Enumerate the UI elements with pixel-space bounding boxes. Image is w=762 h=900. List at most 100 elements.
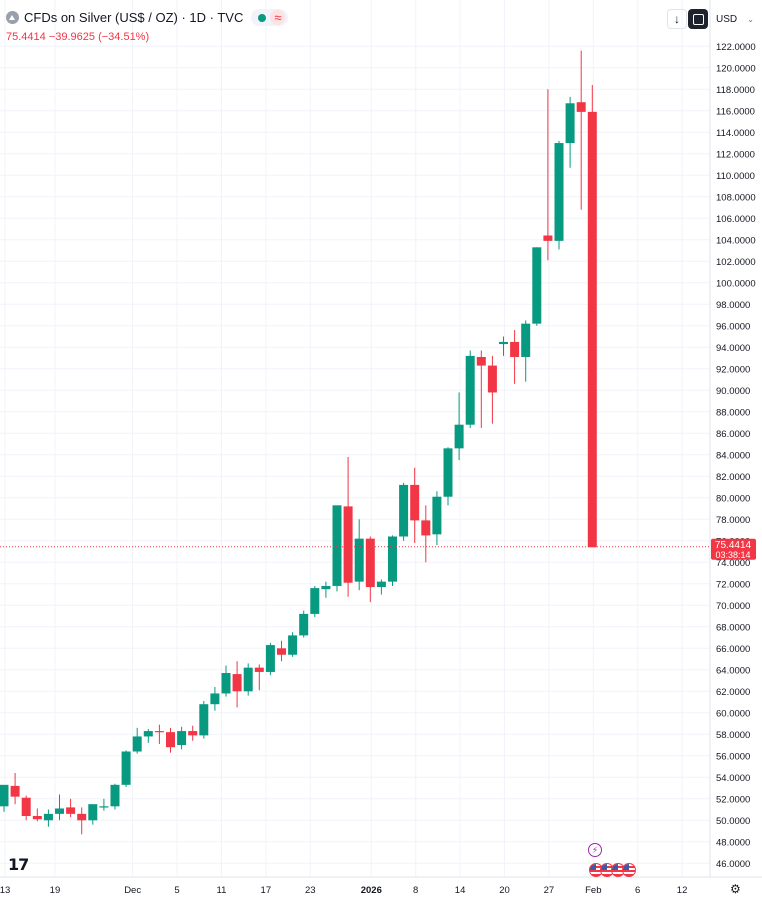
candle-body bbox=[510, 341, 520, 357]
candle-up bbox=[221, 665, 231, 697]
time-tick-label: Dec bbox=[124, 885, 141, 896]
market-status-pill[interactable]: ≈ bbox=[251, 9, 289, 26]
candle-body bbox=[299, 613, 309, 636]
candle-down bbox=[576, 50, 586, 210]
candle-body bbox=[410, 484, 420, 521]
price-tick-label: 68.0000 bbox=[716, 622, 750, 633]
price-tick-label: 116.0000 bbox=[716, 106, 755, 117]
candle-body bbox=[443, 448, 453, 497]
candle-up bbox=[243, 663, 253, 696]
time-tick-label: 19 bbox=[50, 885, 61, 896]
price-tick-label: 110.0000 bbox=[716, 171, 755, 182]
candle-body bbox=[177, 731, 187, 746]
candle-up bbox=[199, 700, 209, 739]
price-tick-label: 88.0000 bbox=[716, 407, 750, 418]
price-tick-label: 82.0000 bbox=[716, 472, 750, 483]
candle-up bbox=[376, 579, 386, 595]
symbol-title[interactable]: CFDs on Silver (US$ / OZ) · 1D · TVC bbox=[24, 10, 244, 25]
bar-countdown: 03:38:14 bbox=[715, 550, 750, 560]
candle-up bbox=[177, 726, 187, 750]
time-tick-label: 5 bbox=[174, 885, 179, 896]
candle-down bbox=[10, 773, 20, 805]
market-open-dot-icon bbox=[258, 13, 267, 22]
symbol-header[interactable]: CFDs on Silver (US$ / OZ) · 1D · TVC ≈ bbox=[6, 9, 289, 26]
silver-symbol-icon bbox=[6, 11, 19, 24]
price-tick-label: 108.0000 bbox=[716, 192, 756, 203]
last-price-tag: 75.4414 03:38:14 bbox=[711, 538, 756, 560]
time-tick-label: 13 bbox=[0, 885, 10, 896]
candle-up bbox=[99, 798, 109, 811]
candle-up bbox=[0, 784, 9, 812]
economic-events[interactable] bbox=[589, 863, 636, 877]
price-tick-label: 70.0000 bbox=[716, 601, 750, 612]
candle-up bbox=[132, 727, 142, 754]
tradingview-logo[interactable]: 17 bbox=[8, 855, 29, 874]
currency-select[interactable]: USD ⌄ bbox=[712, 9, 758, 29]
candle-down bbox=[487, 355, 497, 424]
time-axis[interactable]: 13 19 Dec 5 11 17 23 2026 8 14 20 27 Feb 6 12 bbox=[0, 885, 687, 896]
candle-body bbox=[354, 538, 364, 582]
settings-gear-icon[interactable]: ⚙ bbox=[730, 882, 741, 896]
chevron-down-icon: ⌄ bbox=[747, 14, 754, 24]
candle-body bbox=[265, 645, 275, 672]
candle-down bbox=[66, 798, 76, 818]
time-tick-label: 17 bbox=[261, 885, 272, 896]
price-tick-label: 118.0000 bbox=[716, 85, 755, 96]
candle-up bbox=[265, 642, 275, 676]
time-tick-label: Feb bbox=[585, 885, 601, 896]
arrow-down-icon: ↓ bbox=[674, 12, 680, 26]
candle-body bbox=[221, 673, 231, 694]
time-tick-label: 8 bbox=[413, 885, 418, 896]
candle-up bbox=[110, 783, 120, 810]
candle-up bbox=[332, 505, 342, 592]
candle-body bbox=[487, 365, 497, 393]
candle-up bbox=[210, 687, 220, 711]
candle-body bbox=[432, 496, 442, 535]
price-tick-label: 72.0000 bbox=[716, 579, 750, 590]
candle-down bbox=[254, 664, 264, 691]
candle-down bbox=[343, 456, 353, 597]
price-tick-label: 90.0000 bbox=[716, 386, 750, 397]
candle-body bbox=[188, 731, 198, 736]
candle-body bbox=[465, 355, 475, 425]
price-tick-label: 62.0000 bbox=[716, 687, 750, 698]
candle-down bbox=[277, 640, 286, 662]
price-tick-label: 56.0000 bbox=[716, 751, 750, 762]
event-bolt-icon[interactable]: ⚡ bbox=[588, 843, 602, 857]
candle-down bbox=[154, 724, 164, 744]
us-flag-icon[interactable] bbox=[622, 863, 636, 877]
time-tick-label: 12 bbox=[677, 885, 688, 896]
candle-body bbox=[10, 785, 20, 797]
candle-body bbox=[21, 797, 31, 816]
price-tick-label: 92.0000 bbox=[716, 364, 750, 375]
candle-body bbox=[199, 704, 209, 736]
candle-body bbox=[66, 807, 76, 814]
auto-scale-button[interactable] bbox=[688, 9, 708, 29]
price-tick-label: 50.0000 bbox=[716, 816, 750, 827]
candle-body bbox=[576, 102, 586, 112]
candle-down bbox=[476, 350, 486, 428]
price-tick-label: 46.0000 bbox=[716, 859, 750, 870]
candle-body bbox=[88, 804, 98, 821]
time-tick-label: 11 bbox=[217, 885, 227, 896]
candle-down bbox=[32, 808, 42, 822]
candle-body bbox=[32, 816, 42, 820]
candle-up bbox=[465, 350, 475, 428]
candle-up bbox=[399, 482, 409, 541]
candle-up bbox=[88, 804, 98, 825]
candle-body bbox=[288, 635, 298, 655]
candle-up bbox=[121, 750, 131, 787]
time-tick-label: 20 bbox=[499, 885, 510, 896]
candle-down bbox=[188, 725, 198, 741]
candle-body bbox=[376, 581, 386, 588]
price-tick-label: 58.0000 bbox=[716, 730, 750, 741]
candle-body bbox=[154, 731, 164, 733]
price-tick-label: 64.0000 bbox=[716, 665, 750, 676]
price-axis[interactable]: 122.0000 120.0000 118.0000 116.0000 114.0000… bbox=[716, 42, 756, 870]
candle-down bbox=[166, 727, 175, 753]
candle-up bbox=[310, 585, 320, 618]
scroll-to-realtime-button[interactable]: ↓ bbox=[667, 9, 687, 29]
candle-body bbox=[210, 693, 220, 705]
candles bbox=[0, 50, 597, 835]
